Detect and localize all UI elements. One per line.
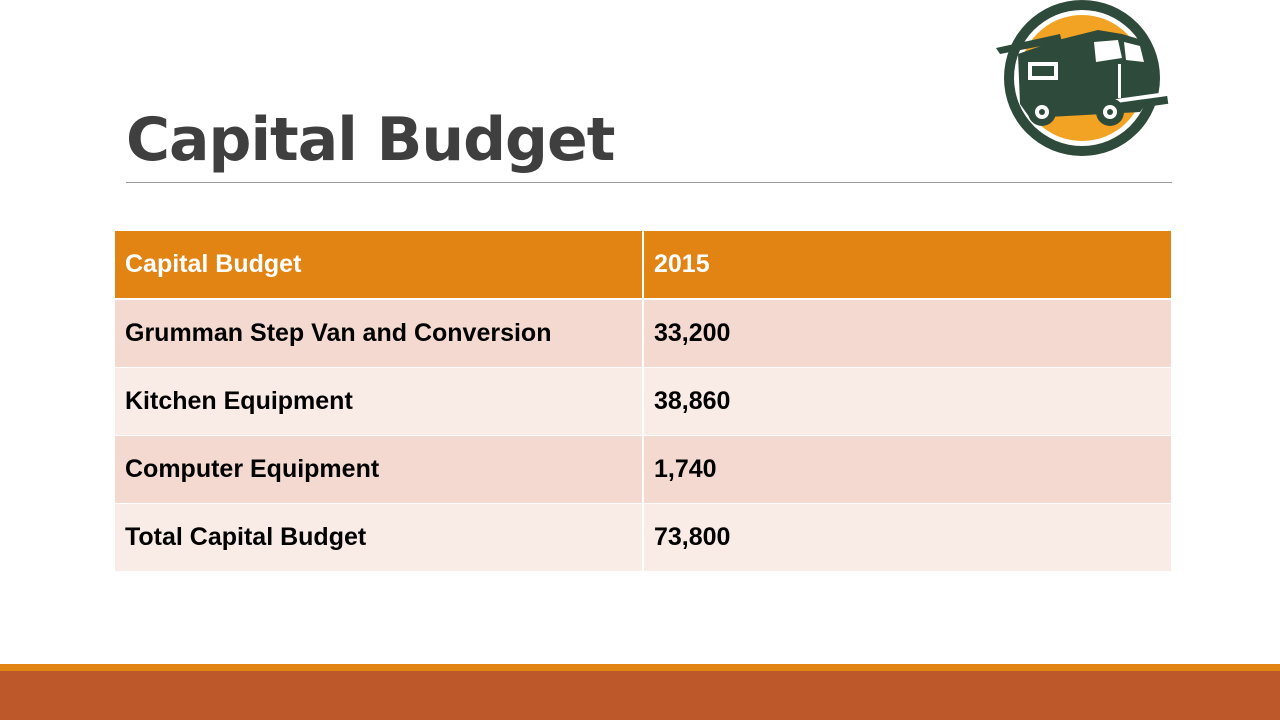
row-label: Grumman Step Van and Conversion — [115, 298, 643, 367]
title-divider — [126, 182, 1172, 183]
footer-bar — [0, 671, 1280, 720]
table-row-total: Total Capital Budget 73,800 — [115, 502, 1171, 571]
footer-accent-stripe — [0, 664, 1280, 671]
capital-budget-table: Capital Budget 2015 Grumman Step Van and… — [115, 231, 1171, 571]
row-value: 33,200 — [642, 298, 1171, 367]
row-value: 1,740 — [642, 434, 1171, 503]
row-label: Kitchen Equipment — [115, 366, 643, 435]
row-value: 38,860 — [642, 366, 1171, 435]
row-value: 73,800 — [642, 502, 1171, 571]
row-label: Total Capital Budget — [115, 502, 643, 571]
column-header-year: 2015 — [642, 231, 1171, 300]
table-header-row: Capital Budget 2015 — [115, 231, 1171, 300]
row-label: Computer Equipment — [115, 434, 643, 503]
food-truck-icon — [996, 0, 1169, 156]
table-row: Kitchen Equipment 38,860 — [115, 366, 1171, 435]
table-row: Computer Equipment 1,740 — [115, 434, 1171, 503]
slide-title: Capital Budget — [126, 105, 615, 175]
column-header-item: Capital Budget — [115, 231, 643, 300]
table-row: Grumman Step Van and Conversion 33,200 — [115, 298, 1171, 367]
